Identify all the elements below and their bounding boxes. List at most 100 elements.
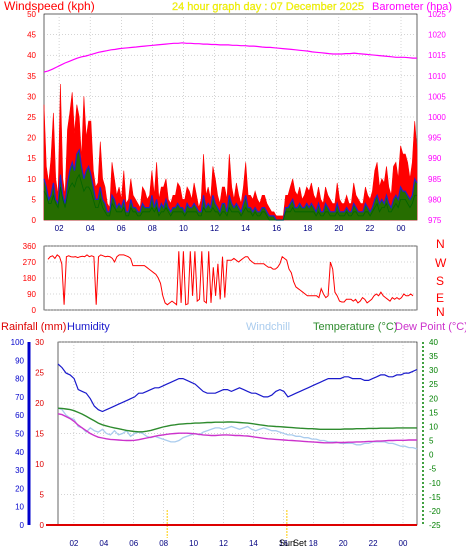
hour-tick-label: 12 — [210, 224, 219, 233]
barometer-line — [43, 42, 417, 73]
barometer-tick-label: 985 — [428, 175, 442, 184]
windchill-legend: Windchill — [246, 321, 290, 333]
rainfall-axis-title: Rainfall (mm) — [1, 321, 66, 333]
temperature-tick-label: -20 — [429, 507, 441, 516]
compass-south: S — [436, 274, 444, 288]
windspeed-tick-label: 0 — [32, 216, 37, 225]
rainfall-tick-label: 20 — [35, 399, 44, 408]
temperature-line — [57, 407, 417, 433]
hour-tick-label: 00 — [397, 224, 406, 233]
humidity-line — [57, 363, 418, 413]
speed-area — [44, 150, 417, 220]
hour-tick-label: 02 — [55, 224, 64, 233]
direction-tick-label: 270 — [23, 258, 37, 267]
wind-barometer-panel: 0510152025303540455097598098599099510001… — [27, 10, 446, 233]
windspeed-tick-label: 5 — [32, 195, 37, 204]
rainfall-tick-label: 10 — [35, 460, 44, 469]
hour-tick-label: 10 — [189, 539, 198, 548]
wind-direction-panel: 0 90 180 270 360 — [23, 242, 418, 315]
hour-tick-label: 00 — [399, 539, 408, 548]
barometer-axis-title: Barometer (hpa) — [372, 1, 452, 13]
barometer-tick-label: 1020 — [428, 31, 446, 40]
humidity-tick-label: 50 — [15, 430, 24, 439]
windspeed-tick-label: 35 — [27, 72, 36, 81]
temperature-tick-label: 40 — [429, 338, 438, 347]
graph-date-title: 24 hour graph day : 07 December 2025 — [172, 1, 364, 13]
temperature-tick-label: 30 — [429, 366, 438, 375]
sunset-label: Set — [293, 538, 307, 548]
direction-tick-label: 0 — [32, 306, 37, 315]
windspeed-tick-label: 20 — [27, 134, 36, 143]
temperature-tick-label: 10 — [429, 422, 438, 431]
hour-tick-label: 18 — [303, 224, 312, 233]
temperature-tick-label: -10 — [429, 479, 441, 488]
direction-tick-label: 360 — [23, 242, 37, 251]
hour-tick-label: 22 — [369, 539, 378, 548]
barometer-tick-label: 1015 — [428, 51, 446, 60]
humidity-legend: Humidity — [67, 321, 110, 333]
hour-tick-label: 14 — [249, 539, 258, 548]
temperature-legend: Temperature (°C) — [313, 321, 397, 333]
rainfall-tick-label: 0 — [40, 521, 45, 530]
hour-tick-label: 14 — [241, 224, 250, 233]
hour-tick-label: 12 — [219, 539, 228, 548]
average-line — [43, 173, 417, 221]
temperature-tick-label: -5 — [429, 465, 437, 474]
humidity-tick-label: 70 — [15, 393, 24, 402]
hour-tick-label: 20 — [339, 539, 348, 548]
temperature-tick-label: -25 — [429, 521, 441, 530]
humidity-tick-label: 40 — [15, 448, 24, 457]
direction-line — [47, 251, 414, 306]
rainfall-tick-label: 25 — [35, 369, 44, 378]
windspeed-tick-label: 15 — [27, 154, 36, 163]
hour-tick-label: 16 — [279, 539, 288, 548]
sunrise-label: Sun — [279, 538, 295, 548]
windspeed-tick-label: 10 — [27, 175, 36, 184]
temperature-tick-label: 35 — [429, 352, 438, 361]
barometer-tick-label: 1025 — [428, 10, 446, 19]
hour-tick-label: 04 — [86, 224, 95, 233]
hour-tick-label: 08 — [148, 224, 157, 233]
compass-north-bottom: N — [436, 305, 445, 319]
barometer-tick-label: 1010 — [428, 72, 446, 81]
compass-west: W — [435, 256, 447, 270]
hour-tick-label: 16 — [272, 224, 281, 233]
barometer-tick-label: 1000 — [428, 113, 446, 122]
direction-tick-label: 90 — [27, 290, 36, 299]
temperature-tick-label: 20 — [429, 394, 438, 403]
windspeed-axis-title: Windspeed (kph) — [4, 0, 95, 13]
speed-line — [43, 148, 418, 221]
humidity-tick-label: 10 — [15, 503, 24, 512]
barometer-tick-label: 995 — [428, 134, 442, 143]
rainfall-tick-label: 5 — [40, 491, 45, 500]
humidity-tick-label: 90 — [15, 356, 24, 365]
compass-north-top: N — [436, 237, 445, 251]
humidity-tick-label: 60 — [15, 411, 24, 420]
windchill-line — [57, 407, 418, 450]
barometer-tick-label: 980 — [428, 195, 442, 204]
windspeed-tick-label: 45 — [27, 31, 36, 40]
humidity-tick-label: 80 — [15, 375, 24, 384]
humidity-tick-label: 30 — [15, 466, 24, 475]
rainfall-tick-label: 30 — [35, 338, 44, 347]
windspeed-tick-label: 40 — [27, 51, 36, 60]
barometer-tick-label: 975 — [428, 216, 442, 225]
hour-tick-label: 22 — [365, 224, 374, 233]
humidity-tick-label: 100 — [11, 338, 25, 347]
direction-tick-label: 180 — [23, 274, 37, 283]
dewpoint-legend: Dew Point (°C) — [395, 321, 466, 333]
rainfall-tick-label: 15 — [35, 430, 44, 439]
hour-tick-label: 18 — [309, 539, 318, 548]
hour-tick-label: 06 — [117, 224, 126, 233]
temperature-tick-label: 15 — [429, 408, 438, 417]
windspeed-tick-label: 50 — [27, 10, 36, 19]
hour-tick-label: 06 — [129, 539, 138, 548]
temperature-tick-label: 5 — [429, 437, 434, 446]
windspeed-tick-label: 30 — [27, 92, 36, 101]
dewpoint-line — [57, 413, 417, 444]
temperature-tick-label: 25 — [429, 380, 438, 389]
hour-tick-label: 02 — [69, 539, 78, 548]
hour-tick-label: 10 — [179, 224, 188, 233]
temperature-humidity-panel: 0 10 20 30 40 50 60 70 80 90 10 00 5 10 15 20 25 30 -25 -20… — [11, 338, 441, 548]
temperature-tick-label: -15 — [429, 493, 441, 502]
